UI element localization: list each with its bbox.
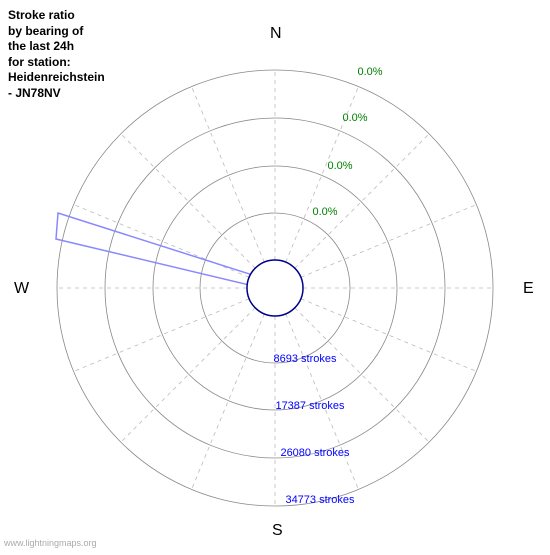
percent-label-1: 0.0%	[327, 160, 352, 172]
cardinal-e: E	[523, 280, 534, 298]
cardinal-w: W	[14, 280, 29, 298]
cardinal-n: N	[270, 25, 282, 43]
percent-label-3: 0.0%	[357, 66, 382, 78]
stroke-count-label-3: 34773 strokes	[285, 494, 354, 506]
percent-label-2: 0.0%	[342, 112, 367, 124]
stroke-count-label-0: 8693 strokes	[274, 353, 337, 365]
attribution-text: www.lightningmaps.org	[4, 538, 97, 548]
chart-svg	[0, 0, 550, 550]
polar-chart	[0, 0, 550, 550]
stroke-count-label-1: 17387 strokes	[275, 400, 344, 412]
stroke-count-label-2: 26080 strokes	[280, 447, 349, 459]
cardinal-s: S	[272, 522, 283, 540]
percent-label-0: 0.0%	[312, 206, 337, 218]
